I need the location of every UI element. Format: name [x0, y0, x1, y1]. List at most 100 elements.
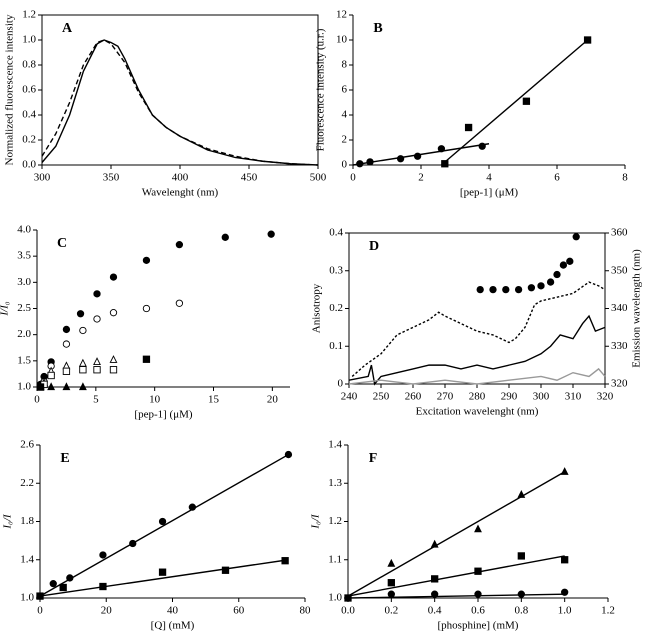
x-tick-label: 320 [597, 391, 614, 403]
panel-title: F [369, 451, 378, 466]
data-point [517, 590, 525, 598]
panel-title: B [373, 21, 382, 36]
plot-frame [348, 232, 606, 385]
data-point [109, 355, 118, 363]
x-tick-label: 1.0 [558, 605, 572, 617]
x-tick-label: 0.0 [341, 605, 355, 617]
x-tick-label: 0.2 [384, 605, 398, 617]
data-line [347, 593, 565, 599]
y-tick-label: 0 [342, 159, 348, 171]
x-tick-label: 500 [310, 172, 327, 184]
plot-frame [41, 14, 319, 166]
data-point [158, 517, 167, 526]
x-tick-label: 20 [267, 394, 279, 406]
x-axis-label: Excitation wavelenght (nm) [416, 406, 539, 418]
data-line [41, 39, 319, 166]
y-tick-label: 0.2 [329, 302, 343, 314]
y-tick-label: 1.5 [17, 354, 31, 366]
x-tick-label: 4 [486, 172, 492, 184]
data-point [99, 551, 107, 559]
panel-title: A [62, 21, 73, 36]
x-tick-label: 300 [533, 391, 550, 403]
x-tick-label: 0.8 [514, 605, 528, 617]
y-axis-label: Anisotropy [311, 283, 323, 333]
x-tick-label: 10 [149, 394, 161, 406]
x-tick-label: 2 [418, 172, 424, 184]
data-point [142, 304, 151, 313]
y-tick-label: 8 [342, 59, 348, 71]
data-point [221, 233, 229, 241]
y-axis-label: I/I₀ [0, 301, 11, 316]
data-point [474, 524, 482, 533]
data-line [352, 143, 490, 166]
data-point [517, 552, 525, 560]
data-point [93, 357, 101, 366]
data-point [175, 241, 184, 249]
x-tick-label: 300 [34, 172, 51, 184]
x-axis-label: [phosphine] (mM) [438, 620, 519, 632]
y-axis-label: Fluorescence intensity (u.r.) [315, 28, 327, 151]
data-point [93, 366, 101, 374]
y-tick-label: 0.8 [22, 59, 36, 71]
data-point [79, 366, 87, 374]
y-tick-label: 3.5 [17, 250, 31, 262]
y-tick-label: 1.0 [22, 34, 36, 46]
data-line [347, 471, 566, 597]
y-tick-label: 6 [342, 84, 348, 96]
x-axis-label: [Q] (mM) [151, 620, 195, 632]
data-point [142, 256, 151, 265]
x-tick-label: 60 [233, 605, 245, 617]
y-tick-label: 1.0 [20, 592, 34, 604]
y-tick-label: 0.4 [22, 109, 36, 121]
data-point [387, 558, 396, 567]
data-line [347, 555, 565, 597]
y-tick-label: 3.0 [17, 276, 31, 288]
data-point [109, 273, 118, 281]
data-point [93, 315, 101, 323]
y-tick-label: 1.8 [20, 515, 34, 527]
x-tick-label: 1.2 [601, 605, 615, 617]
data-point [387, 590, 395, 598]
x-axis-label: [pep-1] (μM) [460, 187, 518, 199]
x-tick-label: 450 [241, 172, 258, 184]
x-tick-label: 0 [350, 172, 356, 184]
y-tick-label: 1.0 [328, 592, 342, 604]
data-point [502, 285, 510, 294]
y-tick-label: 2.0 [17, 328, 31, 340]
y-tick-label: 1.0 [17, 381, 31, 393]
data-point [546, 278, 555, 286]
x-tick-label: 290 [501, 391, 518, 403]
x-tick-label: 20 [101, 605, 113, 617]
y-tick-label: 2.2 [20, 477, 34, 489]
data-point [79, 326, 87, 335]
data-point [583, 36, 592, 44]
y-tick-label: 1.4 [20, 553, 34, 565]
panel-title: C [57, 236, 67, 251]
panel: 0 2 4 6 8 0 2 4 6 8 10 12 B [pep-1] (μM) Fluorescence … [315, 9, 629, 199]
data-line [39, 453, 289, 597]
panel: 0 20 40 60 80 1.0 1.4 1.8 2.2 2.6 E [Q] (mM) I₀/I [2, 439, 311, 632]
data-point [561, 556, 569, 564]
y-tick-label: 1.4 [328, 439, 342, 451]
data-line [41, 39, 319, 166]
x-tick-label: 0 [37, 605, 43, 617]
x-tick-label: 250 [373, 391, 390, 403]
data-point [62, 325, 71, 334]
data-point [142, 355, 151, 363]
y2-tick-label: 320 [611, 378, 628, 390]
x-tick-label: 280 [469, 391, 486, 403]
x-tick-label: 400 [172, 172, 189, 184]
y2-tick-label: 340 [611, 302, 628, 314]
x-axis-label: Wavelenght (nm) [142, 187, 219, 199]
data-line [440, 39, 589, 166]
x-tick-label: 350 [103, 172, 120, 184]
x-tick-label: 80 [300, 605, 312, 617]
x-tick-label: 260 [405, 391, 422, 403]
y-tick-label: 4 [342, 109, 348, 121]
y-tick-label: 1.3 [328, 477, 342, 489]
x-tick-label: 310 [565, 391, 582, 403]
y-axis-label: I₀/I [2, 513, 14, 530]
x-tick-label: 0.6 [471, 605, 485, 617]
data-point [78, 358, 87, 367]
